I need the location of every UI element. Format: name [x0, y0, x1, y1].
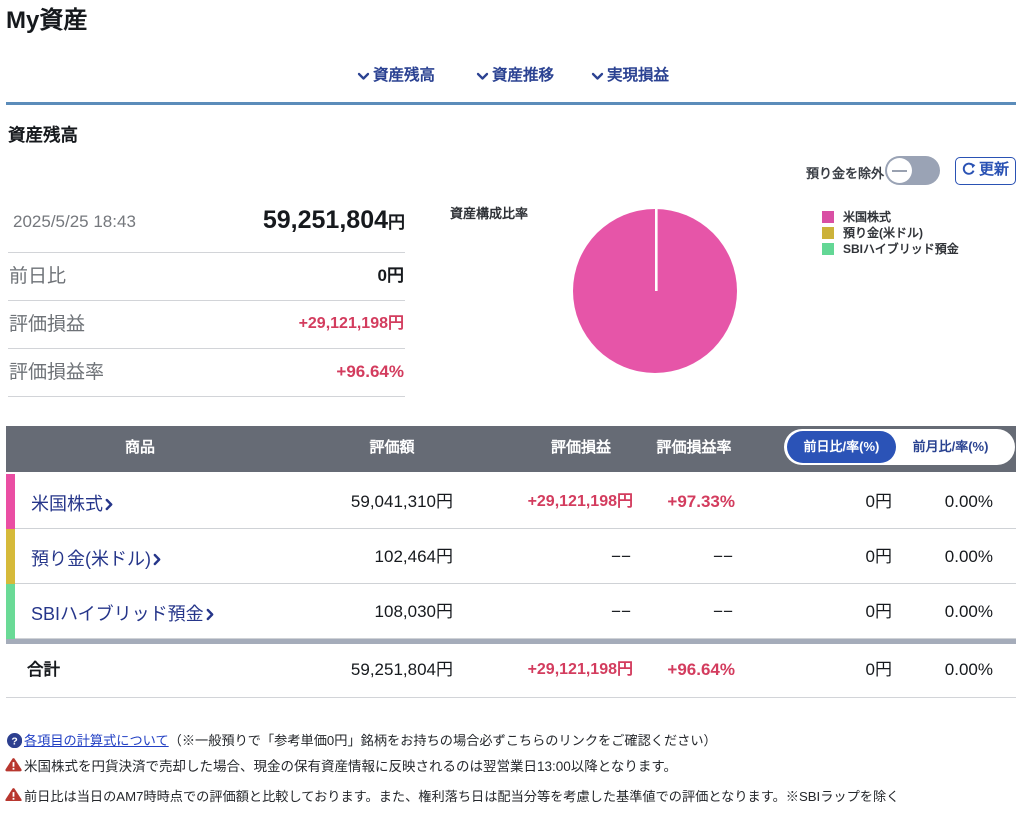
svg-text:?: ? [11, 736, 17, 747]
